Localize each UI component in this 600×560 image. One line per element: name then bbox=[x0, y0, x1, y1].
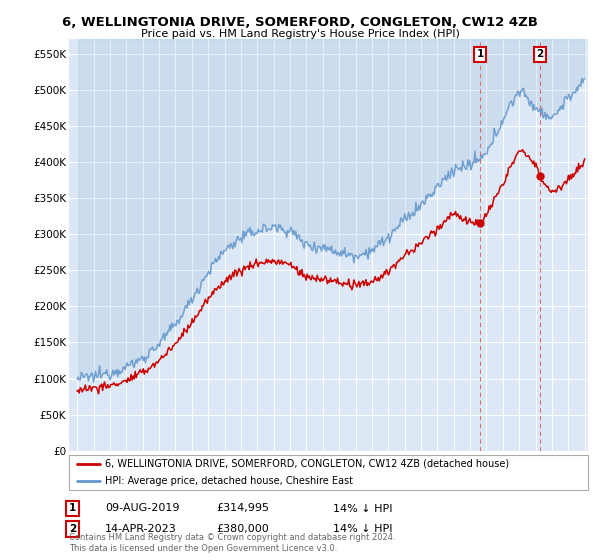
Text: £314,995: £314,995 bbox=[216, 503, 269, 514]
Text: £380,000: £380,000 bbox=[216, 524, 269, 534]
Text: 2: 2 bbox=[69, 524, 76, 534]
Text: 6, WELLINGTONIA DRIVE, SOMERFORD, CONGLETON, CW12 4ZB (detached house): 6, WELLINGTONIA DRIVE, SOMERFORD, CONGLE… bbox=[106, 459, 509, 469]
Text: 14% ↓ HPI: 14% ↓ HPI bbox=[333, 524, 392, 534]
Text: 09-AUG-2019: 09-AUG-2019 bbox=[105, 503, 179, 514]
Text: 1: 1 bbox=[69, 503, 76, 514]
Text: 14-APR-2023: 14-APR-2023 bbox=[105, 524, 177, 534]
Text: Contains HM Land Registry data © Crown copyright and database right 2024.
This d: Contains HM Land Registry data © Crown c… bbox=[69, 533, 395, 553]
FancyBboxPatch shape bbox=[69, 455, 588, 490]
Text: HPI: Average price, detached house, Cheshire East: HPI: Average price, detached house, Ches… bbox=[106, 477, 353, 486]
Text: Price paid vs. HM Land Registry's House Price Index (HPI): Price paid vs. HM Land Registry's House … bbox=[140, 29, 460, 39]
Text: 14% ↓ HPI: 14% ↓ HPI bbox=[333, 503, 392, 514]
Text: 2: 2 bbox=[536, 49, 544, 59]
Text: 6, WELLINGTONIA DRIVE, SOMERFORD, CONGLETON, CW12 4ZB: 6, WELLINGTONIA DRIVE, SOMERFORD, CONGLE… bbox=[62, 16, 538, 29]
Text: 1: 1 bbox=[476, 49, 484, 59]
